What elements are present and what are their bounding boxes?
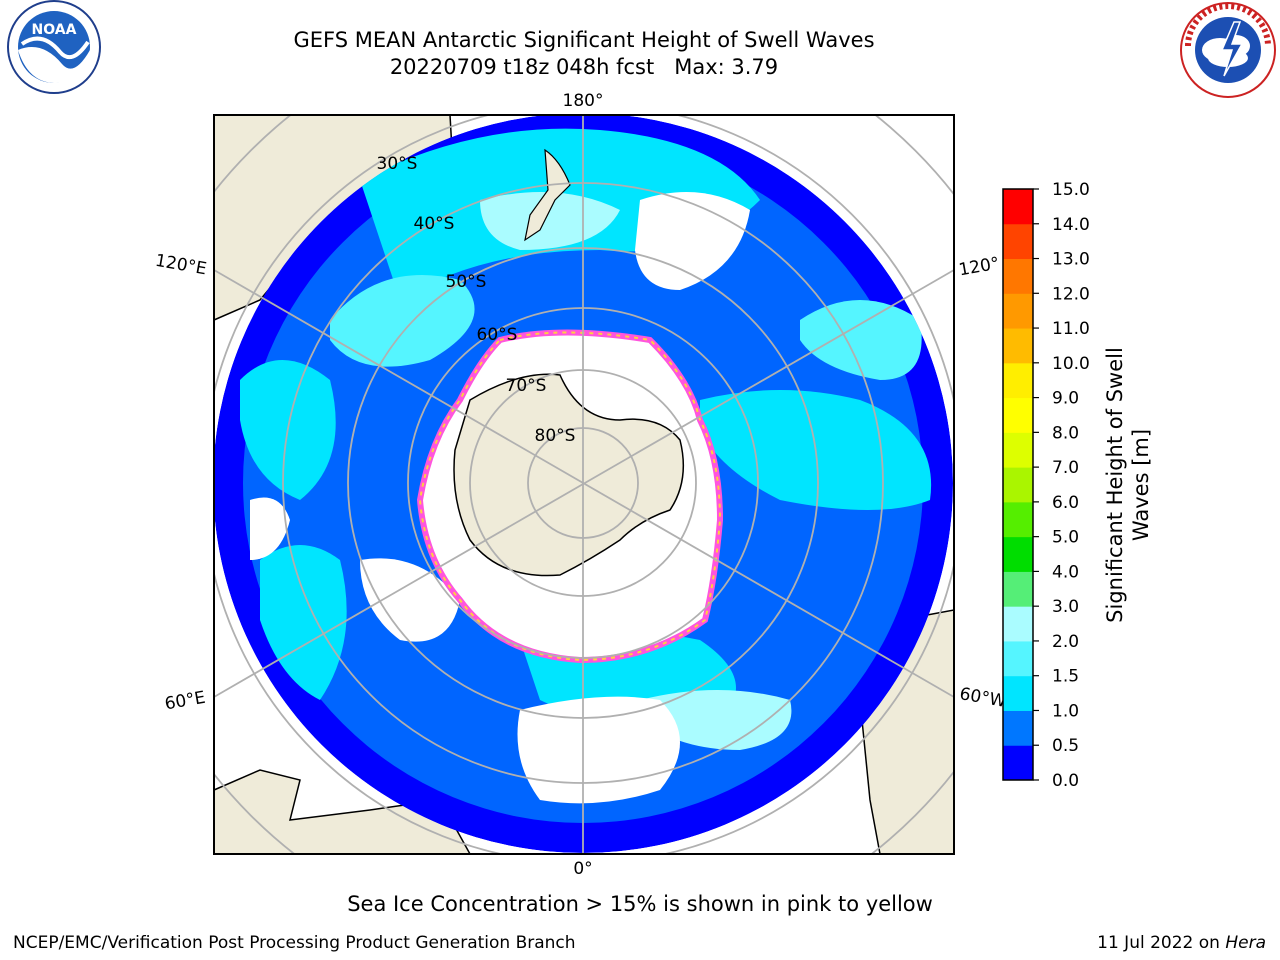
colorbar-bin [1003,640,1033,677]
colorbar-bin [1003,571,1033,607]
colorbar-tick-label: 1.0 [1052,701,1079,721]
map-frame [213,114,955,855]
colorbar-tick-label: 7.0 [1052,458,1079,478]
lon-label-lower-left: 60°E [163,688,207,715]
colorbar-tick-label: 0.0 [1052,771,1079,791]
lat-label-80s: 80°S [535,426,576,446]
colorbar-tick-label: 1.5 [1052,667,1079,687]
colorbar-bin [1003,467,1033,503]
colorbar-tick-label: 4.0 [1052,562,1079,582]
colorbar-tick-label: 5.0 [1052,528,1079,548]
graticule [214,115,954,854]
colorbar-tick-label: 6.0 [1052,493,1079,513]
colorbar-bin [1003,536,1033,572]
colorbar-tick-label: 10.0 [1052,354,1090,374]
lon-label-lower-right: 60°W [958,684,1008,712]
colorbar-tick-label: 12.0 [1052,284,1090,304]
colorbar-title: Significant Height of Swell Waves [m] [1103,347,1153,623]
africa-land [214,769,471,854]
lon-label-upper-right: 120° [957,254,1001,281]
lat-label-30s: 30°S [377,154,418,174]
colorbar-bin [1003,501,1033,538]
lat-label-50s: 50°S [446,272,487,292]
colorbar-tick-label: 9.0 [1052,389,1079,409]
colorbar-bin [1003,606,1033,642]
colorbar: 0.0 0.5 1.0 1.5 2.0 3.0 4.0 5.0 6.0 7.0 8.0 9.0 10.0… [1002,180,1090,791]
footer-date: 11 Jul 2022 on Hera [1097,933,1266,953]
colorbar-frame [1002,188,1034,781]
national-weather-service-logo [1180,2,1276,98]
colorbar-tick-label: 15.0 [1052,180,1090,200]
colorbar-tick-label: 14.0 [1052,215,1090,235]
colorbar-bin [1003,432,1033,468]
svg-text:NOAA: NOAA [32,22,77,38]
lon-label-top: 180° [563,91,604,111]
colorbar-bin [1003,223,1033,260]
lat-label-40s: 40°S [414,214,455,234]
sea-ice-note: Sea Ice Concentration > 15% is shown in … [347,892,933,916]
colorbar-tick-label: 2.0 [1052,632,1079,652]
colorbar-bin [1003,258,1033,294]
map-panel [214,115,954,854]
colorbar-bin [1003,675,1033,711]
colorbar-tick-label: 0.5 [1052,736,1079,756]
lat-label-70s: 70°S [506,376,547,396]
colorbar-tick-label: 11.0 [1052,319,1090,339]
lon-label-bottom: 0° [573,859,592,879]
colorbar-bin [1003,362,1033,399]
lat-label-60s: 60°S [477,325,518,345]
footer-machine: Hera [1225,933,1266,953]
colorbar-tick-label: 3.0 [1052,597,1079,617]
colorbar-tick-label: 8.0 [1052,423,1079,443]
chart-title-line2: 20220709 t18z 048h fcst Max: 3.79 [389,55,779,79]
colorbar-bin [1003,189,1033,225]
new-zealand-land [524,148,571,242]
colorbar-tick-label: 13.0 [1052,250,1090,270]
colorbar-bin [1003,397,1033,433]
noaa-logo: NOAA [7,0,101,94]
colorbar-bin [1003,328,1033,364]
colorbar-bin [1003,745,1033,781]
colorbar-bin [1003,710,1033,746]
lon-label-upper-left: 120°E [154,251,208,280]
footer-branch: NCEP/EMC/Verification Post Processing Pr… [13,933,576,953]
colorbar-bin [1003,293,1033,329]
chart-title-line1: GEFS MEAN Antarctic Significant Height o… [293,28,875,52]
